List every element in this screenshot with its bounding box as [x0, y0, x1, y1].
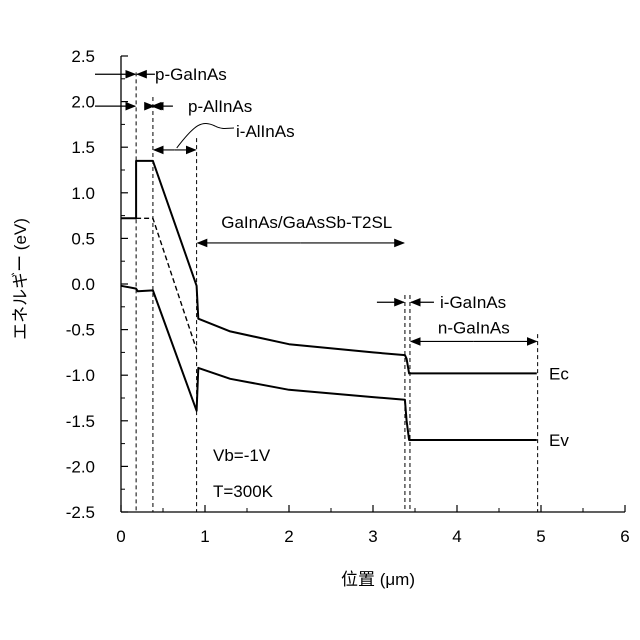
- y-tick-label: 0.5: [71, 229, 95, 248]
- y-tick-label: -2.5: [66, 503, 95, 522]
- y-tick-label: 2.5: [71, 47, 95, 66]
- layer-label: i-AlInAs: [236, 122, 295, 141]
- x-axis-title: 位置 (μm): [341, 570, 415, 589]
- x-tick-label: 4: [452, 527, 461, 546]
- x-tick-label: 3: [368, 527, 377, 546]
- band-label-ev: Ev: [549, 431, 569, 450]
- x-tick-label: 1: [200, 527, 209, 546]
- y-tick-label: -1.5: [66, 412, 95, 431]
- layer-label: p-AlInAs: [188, 97, 252, 116]
- y-tick-label: -1.0: [66, 366, 95, 385]
- y-tick-label: 2.0: [71, 93, 95, 112]
- layer-label: i-GaInAs: [440, 293, 506, 312]
- y-axis-title: エネルギー (eV): [11, 218, 30, 340]
- x-tick-label: 0: [116, 527, 125, 546]
- y-tick-label: -2.0: [66, 457, 95, 476]
- band-label-ec: Ec: [549, 364, 569, 383]
- y-tick-label: 1.0: [71, 184, 95, 203]
- x-tick-label: 2: [284, 527, 293, 546]
- condition-temperature: T=300K: [213, 482, 274, 501]
- layer-label: GaInAs/GaAsSb-T2SL: [221, 213, 392, 232]
- condition-bias: Vb=-1V: [213, 446, 271, 465]
- leader-line: [177, 124, 234, 148]
- y-tick-label: 1.5: [71, 138, 95, 157]
- layer-label: n-GaInAs: [438, 318, 510, 337]
- x-tick-label: 5: [536, 527, 545, 546]
- x-tick-label: 6: [620, 527, 629, 546]
- layer-label: p-GaInAs: [155, 65, 227, 84]
- y-tick-label: -0.5: [66, 321, 95, 340]
- y-tick-label: 0.0: [71, 275, 95, 294]
